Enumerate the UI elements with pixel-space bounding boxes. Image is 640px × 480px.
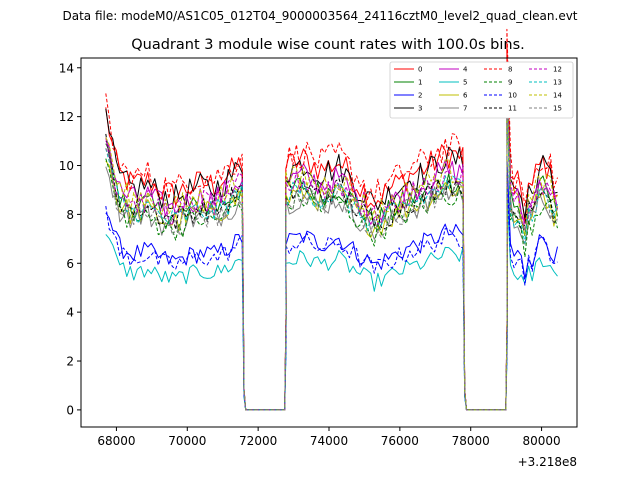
series-line-1 [105,88,558,411]
legend-label-15: 15 [553,105,562,113]
x-tick-label: 72000 [239,434,277,448]
legend-label-6: 6 [463,92,468,100]
series-line-8 [105,28,558,411]
legend-label-3: 3 [418,105,422,113]
y-tick-label: 8 [66,208,74,222]
axis-ticks: 68000 70000 72000 74000 76000 78000 80000 0 2 4 6 8… [59,61,561,448]
y-tick-label: 0 [66,403,74,417]
y-tick-label: 2 [66,355,74,369]
legend-label-10: 10 [508,92,517,100]
series-line-14 [105,81,558,411]
series-layer [105,28,558,411]
x-tick-label: 78000 [452,434,490,448]
series-line-13 [105,96,558,411]
y-tick-label: 6 [66,257,74,271]
y-tick-label: 10 [59,159,74,173]
legend-label-8: 8 [508,66,512,74]
legend-label-12: 12 [553,66,562,74]
series-line-7 [105,98,558,411]
legend-label-4: 4 [463,66,468,74]
y-tick-label: 14 [59,61,74,75]
series-line-6 [105,95,558,411]
legend-label-11: 11 [508,105,517,113]
x-offset-label: +3.218e8 [518,455,577,469]
y-tick-label: 4 [66,306,74,320]
legend-label-13: 13 [553,79,562,87]
chart-title: Quadrant 3 module wise count rates with … [131,37,525,53]
legend-label-14: 14 [553,92,562,100]
series-line-3 [105,66,558,411]
x-tick-label: 76000 [381,434,419,448]
x-tick-label: 80000 [522,434,560,448]
legend-label-5: 5 [463,79,467,87]
x-tick-label: 68000 [97,434,135,448]
series-line-12 [105,87,558,411]
legend-label-7: 7 [463,105,467,113]
legend-label-2: 2 [418,92,422,100]
y-tick-label: 12 [59,110,74,124]
legend-label-1: 1 [418,79,422,87]
chart-suptitle: Data file: modeM0/AS1C05_012T04_90000035… [62,9,577,23]
legend-box [389,61,574,119]
series-line-4 [105,73,558,411]
x-tick-label: 70000 [168,434,206,448]
series-line-10 [105,174,558,411]
legend-label-0: 0 [418,66,422,74]
series-line-15 [105,88,558,411]
legend-label-9: 9 [508,79,512,87]
x-tick-label: 74000 [310,434,348,448]
